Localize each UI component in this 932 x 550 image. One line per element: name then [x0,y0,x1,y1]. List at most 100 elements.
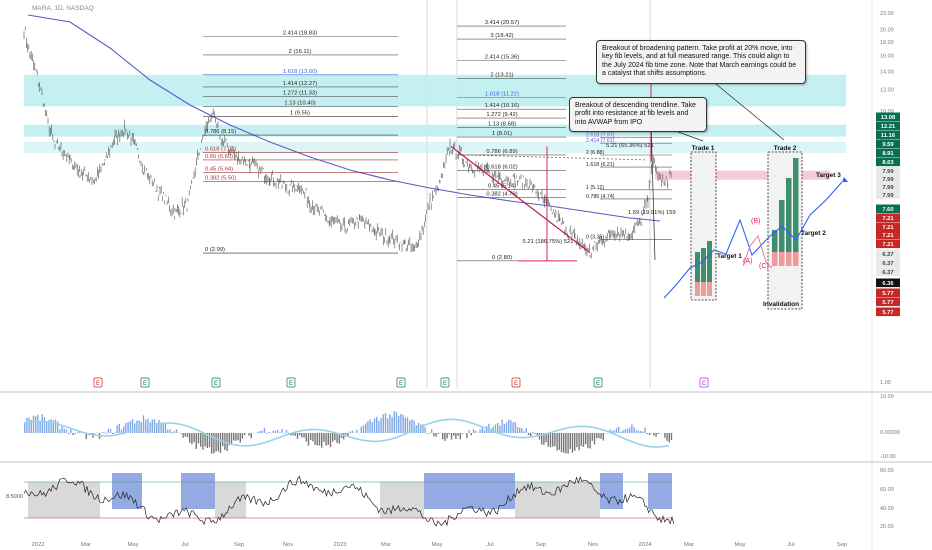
trade2-risk-bar-1 [779,252,785,266]
price-badge-9 [876,190,900,200]
macd-bar [365,423,367,433]
macd-bar [26,417,28,433]
macd-bar [527,433,530,436]
macd-bar [237,433,239,441]
invalidation-zone [655,170,830,180]
macd-bar [191,433,193,445]
rsi-neutral-zone-2 [380,482,424,518]
macd-bar [151,419,153,433]
macd-bar [65,429,68,433]
macd-bar [180,433,182,434]
macd-bar [519,427,521,433]
macd-bar [160,424,162,433]
macd-bar [453,433,455,436]
y-tick-1: 20.00 [880,27,894,33]
macd-bar [136,420,138,433]
macd-bar [332,433,334,442]
price-badge-label-20: 5.77 [882,300,893,306]
macd-bar [173,431,175,433]
macd-bar [413,420,415,433]
macd-bar [296,433,299,439]
price-badge-label-16: 6.37 [882,261,893,267]
x-tick-9: Jul [486,542,493,548]
macd-bar [142,415,145,433]
macd-bar [114,432,116,433]
macd-bar [516,426,519,433]
price-badge-15 [876,249,900,259]
fib-left-label-6: 1 (9.55) [290,110,310,116]
x-tick-6: 2023 [334,542,347,548]
macd-bar [567,433,569,454]
macd-bar [211,433,213,454]
macd-bar [387,418,389,433]
y-tick-4: 14.00 [880,69,894,75]
price-badge-label-5: 8.63 [882,160,894,166]
macd-bar [424,427,426,433]
macd-bar [153,419,156,433]
fib-left-label-0: 2.414 (18.83) [283,31,318,37]
macd-bar [635,430,637,433]
x-tick-10: Sep [536,542,546,548]
macd-bar [593,433,596,445]
macd-bar [149,422,151,433]
macd-bar [193,433,195,443]
macd-bar [664,433,666,438]
macd-bar [371,422,373,433]
macd-bar [556,433,558,451]
macd-bar [43,417,46,433]
macd-bar [327,433,329,445]
fib-left-label-2: 1.618 (13.60) [283,69,318,75]
macd-bar [563,433,565,453]
price-badge-label-13: 7.21 [882,233,894,239]
earnings-event-label-2: E [214,381,218,387]
price-badge-20 [876,297,900,307]
macd-bar [118,424,120,433]
macd-bar [587,433,589,449]
macd-bar [653,433,655,436]
price-badge-16 [876,258,900,268]
macd-bar [578,433,580,451]
macd-bar [600,433,602,439]
macd-bar [74,433,76,434]
macd-bar [369,419,371,433]
macd-bar [61,425,63,433]
macd-bar [169,429,171,433]
macd-bar [329,433,332,448]
macd-bar [629,427,631,433]
price-badge-12 [876,222,900,232]
price-badge-11 [876,213,900,223]
fib-right-label-12: 0.382 (4.79) [486,192,517,198]
fib-left-label-11: 0.382 (5.50) [205,175,236,181]
trade2-profit-bar-2 [786,178,792,252]
macd-bar [274,430,277,433]
macd-bar [536,433,538,437]
note-broadening: Breakout of broadening pattern. Take pro… [596,40,806,84]
macd-bar [134,423,136,433]
macd-bar [215,433,217,452]
macd-bar [510,420,512,433]
rsi-neutral-zone-1 [215,482,246,518]
x-tick-2: May [128,542,139,548]
fib-left-label-8: 0.618 (7.04) [205,146,236,152]
x-tick-5: Nov [283,542,293,548]
macd-bar [521,428,523,433]
fib-small-label-9: 0.786 (4.74) [586,194,615,200]
macd-bar [41,414,43,433]
rsi-overbought-zone-4 [648,473,672,509]
macd-bar [261,430,263,433]
macd-bar [228,433,230,446]
macd-bar [85,433,87,440]
macd-bar [112,433,114,434]
macd-bar [48,420,50,433]
macd-bar [378,421,380,433]
macd-bar [657,433,659,434]
macd-bar [197,433,200,444]
price-badge-label-17: 6.37 [882,270,893,276]
macd-bar [189,433,191,443]
macd-bar [525,428,527,433]
macd-bar [670,433,673,440]
macd-bar [28,417,30,433]
price-badge-label-7: 7.99 [882,177,894,183]
macd-bar [294,433,296,436]
macd-bar [268,432,270,433]
